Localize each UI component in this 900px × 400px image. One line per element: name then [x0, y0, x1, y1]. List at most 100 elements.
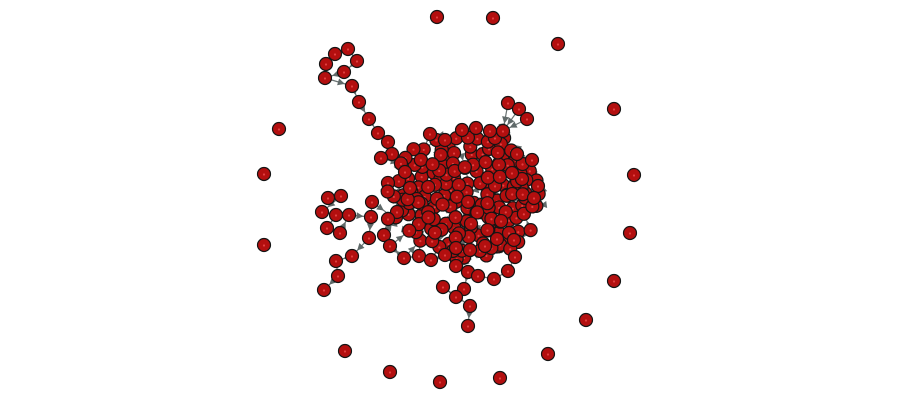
node-center-dot [466, 325, 470, 328]
graph-node [460, 318, 476, 334]
node-center-dot [386, 182, 390, 185]
graph-node [380, 211, 396, 227]
node-center-dot [512, 239, 516, 242]
node-center-dot [419, 159, 422, 162]
node-center-dot [502, 184, 505, 187]
node-center-dot [379, 157, 383, 160]
node-center-dot [470, 153, 473, 157]
node-center-dot [417, 186, 420, 189]
node-center-dot [521, 193, 524, 196]
graph-node [316, 282, 332, 298]
graph-node [333, 188, 349, 204]
graph-node [492, 169, 508, 184]
graph-node [454, 122, 470, 138]
node-center-dot [443, 139, 447, 142]
graph-node [382, 364, 398, 380]
node-center-dot [397, 180, 401, 183]
graph-node [317, 70, 333, 86]
node-center-dot [486, 177, 490, 180]
graph-node [507, 249, 523, 265]
node-center-dot [431, 240, 434, 243]
node-center-dot [510, 172, 514, 175]
node-center-dot [449, 189, 453, 192]
graph-node [490, 145, 505, 160]
node-center-dot [382, 234, 386, 237]
node-center-dot [485, 254, 488, 258]
node-center-dot [422, 148, 425, 152]
node-center-dot [277, 128, 281, 131]
graph-node [519, 111, 535, 127]
edge-arrowhead [395, 235, 404, 243]
node-center-dot [486, 141, 489, 144]
node-center-dot [584, 319, 588, 322]
graph-node [435, 279, 451, 295]
graph-node [489, 231, 505, 247]
node-center-dot [469, 223, 473, 226]
graph-node [448, 240, 464, 256]
node-center-dot [455, 137, 458, 140]
graph-node [622, 225, 638, 241]
graph-node [550, 36, 566, 52]
node-center-dot [515, 153, 519, 156]
graph-node [506, 232, 522, 248]
graph-node [485, 10, 501, 26]
node-center-dot [427, 186, 430, 189]
node-center-dot [324, 63, 328, 66]
node-center-dot [520, 178, 524, 181]
node-center-dot [612, 108, 616, 111]
node-center-dot [476, 275, 480, 278]
graph-node [432, 374, 448, 390]
graph-node [422, 126, 438, 142]
node-center-dot [454, 237, 457, 240]
node-center-dot [477, 234, 480, 237]
node-center-dot [517, 108, 521, 111]
node-center-dot [323, 77, 327, 80]
node-center-dot [497, 164, 501, 167]
node-center-dot [462, 288, 466, 291]
node-center-dot [427, 216, 430, 220]
node-center-dot [388, 245, 392, 248]
graph-node [411, 217, 426, 232]
node-center-dot [454, 265, 458, 268]
node-center-dot [509, 248, 512, 251]
node-center-dot [367, 237, 371, 240]
node-center-dot [320, 211, 324, 214]
node-center-dot [420, 176, 423, 179]
graph-node [427, 225, 443, 240]
graph-node [382, 238, 398, 254]
node-center-dot [556, 43, 560, 46]
node-center-dot [468, 249, 472, 252]
graph-node [462, 298, 478, 314]
graph-node [328, 207, 344, 223]
edge-arrowhead [366, 223, 374, 231]
graph-node [504, 165, 520, 181]
node-center-dot [392, 195, 395, 198]
graph-node [482, 123, 498, 139]
graph-node [500, 95, 516, 111]
edge-arrowhead [356, 212, 364, 220]
graph-node [514, 171, 530, 187]
node-center-dot [343, 350, 347, 353]
node-center-dot [350, 255, 354, 258]
node-center-dot [493, 137, 497, 140]
graph-node [500, 263, 516, 279]
node-center-dot [413, 164, 416, 167]
node-center-dot [490, 218, 493, 221]
node-center-dot [403, 171, 407, 174]
node-center-dot [498, 176, 502, 179]
graph-node [526, 190, 542, 206]
graph-node [463, 216, 479, 231]
node-center-dot [454, 296, 458, 299]
graph-node [411, 248, 427, 264]
node-center-dot [528, 170, 531, 173]
graph-node [376, 227, 392, 243]
node-center-dot [433, 206, 436, 209]
node-center-dot [433, 231, 437, 235]
graph-node [578, 312, 594, 328]
graph-node [340, 41, 356, 57]
graph-node [320, 190, 336, 206]
node-center-dot [481, 153, 484, 156]
node-center-dot [370, 201, 374, 204]
graph-node [361, 230, 377, 246]
